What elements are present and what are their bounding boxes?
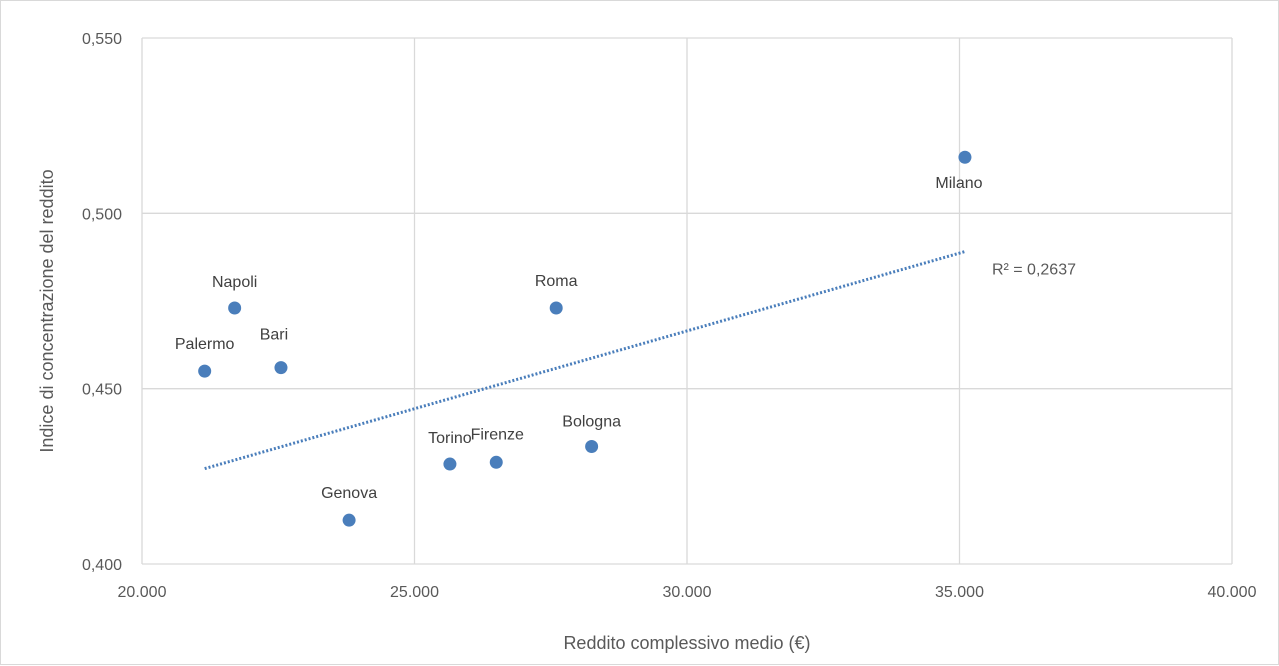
- y-axis-ticks: 0,400 0,450 0,500 0,550: [82, 31, 122, 574]
- data-point: [342, 513, 356, 527]
- data-point: [228, 301, 242, 315]
- point-label: Bologna: [562, 414, 621, 431]
- y-tick-label: 0,450: [82, 382, 122, 399]
- x-tick-label: 20.000: [118, 584, 167, 601]
- data-points: [198, 150, 972, 527]
- y-axis-title: Indice di concentrazione del reddito: [37, 169, 57, 452]
- y-tick-label: 0,500: [82, 206, 122, 223]
- x-tick-label: 35.000: [935, 584, 984, 601]
- point-label: Napoli: [212, 274, 257, 291]
- point-label: Milano: [935, 175, 982, 192]
- x-tick-label: 40.000: [1208, 584, 1257, 601]
- data-point: [274, 361, 288, 375]
- data-point: [489, 455, 503, 469]
- trendline-group: [204, 250, 966, 471]
- point-label: Bari: [260, 327, 288, 344]
- data-point: [198, 364, 212, 378]
- point-label: Genova: [321, 485, 377, 502]
- x-axis-title: Reddito complessivo medio (€): [563, 633, 810, 653]
- x-tick-label: 30.000: [663, 584, 712, 601]
- data-point: [585, 440, 599, 454]
- point-labels: Milano Roma Napoli Palermo Bari Bologna Firenz…: [175, 175, 983, 502]
- y-tick-label: 0,400: [82, 557, 122, 574]
- y-tick-label: 0,550: [82, 31, 122, 48]
- point-label: Firenze: [471, 426, 524, 443]
- data-point: [443, 457, 457, 471]
- grid-lines: [141, 37, 1233, 565]
- r-squared-annotation: R² = 0,2637: [992, 262, 1076, 279]
- point-label: Roma: [535, 273, 578, 290]
- data-point: [958, 150, 972, 164]
- data-point: [549, 301, 563, 315]
- x-axis-ticks: 20.000 25.000 30.000 35.000 40.000: [118, 584, 1257, 601]
- trendline: [204, 250, 966, 471]
- point-label: Palermo: [175, 336, 235, 353]
- x-tick-label: 25.000: [390, 584, 439, 601]
- point-label: Torino: [428, 430, 472, 447]
